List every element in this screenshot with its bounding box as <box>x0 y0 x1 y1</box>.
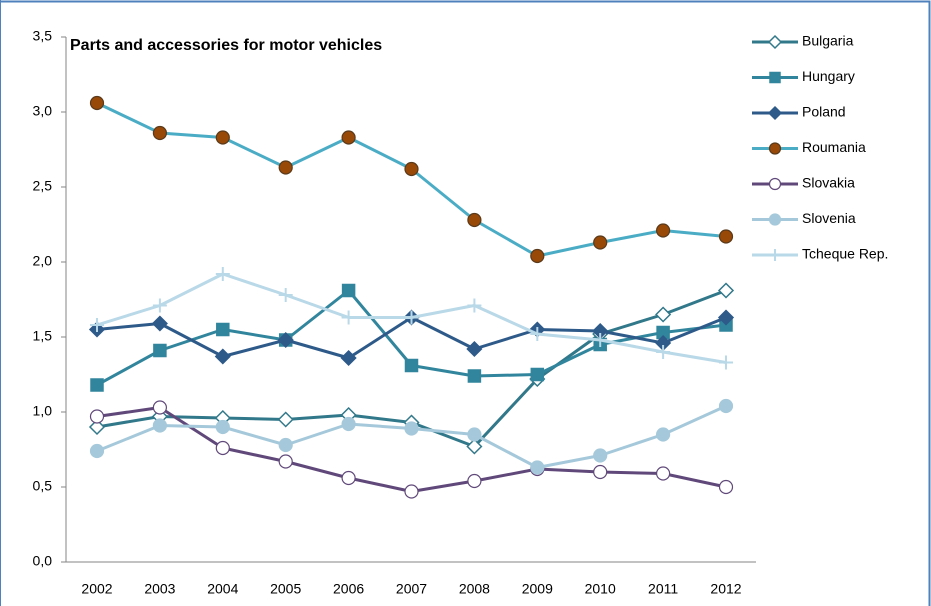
legend-marker <box>767 105 783 121</box>
legend-marker <box>769 71 781 84</box>
point <box>340 349 357 367</box>
point <box>89 409 105 424</box>
point <box>277 331 294 349</box>
point <box>655 306 672 323</box>
point <box>655 427 671 442</box>
point <box>466 340 483 358</box>
x-tick-label: 2008 <box>459 581 490 597</box>
point <box>216 322 230 337</box>
legend-marker <box>769 249 781 261</box>
legend-marker <box>767 34 783 50</box>
point <box>718 229 734 244</box>
x-tick-label: 2009 <box>522 581 553 597</box>
point <box>467 298 482 313</box>
point <box>153 343 167 358</box>
y-tick-label: 1,5 <box>33 328 53 344</box>
chart-title: Parts and accessories for motor vehicles <box>70 37 382 54</box>
point <box>467 369 482 383</box>
point <box>152 125 167 141</box>
point <box>278 437 293 453</box>
point <box>215 419 230 435</box>
legend-label: Slovenia <box>802 210 856 226</box>
point <box>89 95 105 111</box>
point <box>530 327 545 341</box>
point <box>467 427 482 442</box>
legend-marker <box>768 213 782 226</box>
point <box>152 418 167 433</box>
point <box>278 160 293 175</box>
x-tick-label: 2006 <box>333 581 364 597</box>
point <box>593 464 608 480</box>
point <box>655 466 671 481</box>
legend-label: Tcheque Rep. <box>802 246 888 262</box>
x-tick-label: 2002 <box>81 581 112 597</box>
point <box>593 448 608 463</box>
point <box>278 454 293 469</box>
point <box>718 398 734 414</box>
point <box>656 345 671 359</box>
y-tick-label: 0,0 <box>33 553 53 569</box>
point <box>404 421 419 436</box>
point <box>90 378 104 392</box>
point <box>466 438 483 455</box>
point <box>404 310 419 325</box>
point <box>89 443 105 459</box>
x-tick-label: 2003 <box>144 581 175 597</box>
point <box>341 130 356 145</box>
point <box>404 358 419 373</box>
x-tick-label: 2005 <box>270 581 301 597</box>
point <box>341 283 356 298</box>
point <box>90 318 104 332</box>
point <box>467 212 482 228</box>
point <box>718 479 734 495</box>
point <box>277 411 294 428</box>
point <box>655 223 671 238</box>
point <box>151 315 168 332</box>
x-tick-label: 2010 <box>585 581 616 597</box>
legend-marker <box>768 177 782 191</box>
point <box>278 288 293 302</box>
x-tick-label: 2004 <box>207 581 238 597</box>
point <box>404 484 419 499</box>
legend-marker <box>768 142 782 155</box>
point <box>530 248 545 264</box>
x-tick-label: 2007 <box>396 581 427 597</box>
y-tick-label: 3,0 <box>33 103 53 119</box>
legend-label: Bulgaria <box>802 33 854 49</box>
legend-label: Poland <box>802 104 846 120</box>
point <box>341 416 356 432</box>
legend-label: Hungary <box>802 68 855 84</box>
point <box>214 348 231 365</box>
point <box>593 333 608 347</box>
legend-label: Slovakia <box>802 175 855 191</box>
point <box>341 310 356 325</box>
y-tick-label: 3,5 <box>33 28 53 44</box>
point <box>467 473 482 489</box>
y-tick-label: 2,0 <box>33 253 53 269</box>
point <box>530 460 545 475</box>
legend-label: Roumania <box>802 139 866 155</box>
point <box>719 355 733 370</box>
x-tick-label: 2012 <box>710 581 741 597</box>
point <box>88 418 106 436</box>
y-tick-label: 0,5 <box>33 478 53 494</box>
y-tick-label: 2,5 <box>33 178 53 194</box>
point <box>717 309 735 326</box>
point <box>215 267 230 281</box>
y-tick-label: 1,0 <box>33 403 53 419</box>
point <box>404 161 419 177</box>
point <box>530 367 545 382</box>
point <box>341 470 356 486</box>
point <box>152 298 167 313</box>
x-tick-label: 2011 <box>648 581 678 597</box>
point <box>152 400 167 415</box>
point <box>717 282 735 299</box>
point <box>215 440 230 456</box>
point <box>215 130 230 145</box>
point <box>593 235 608 250</box>
